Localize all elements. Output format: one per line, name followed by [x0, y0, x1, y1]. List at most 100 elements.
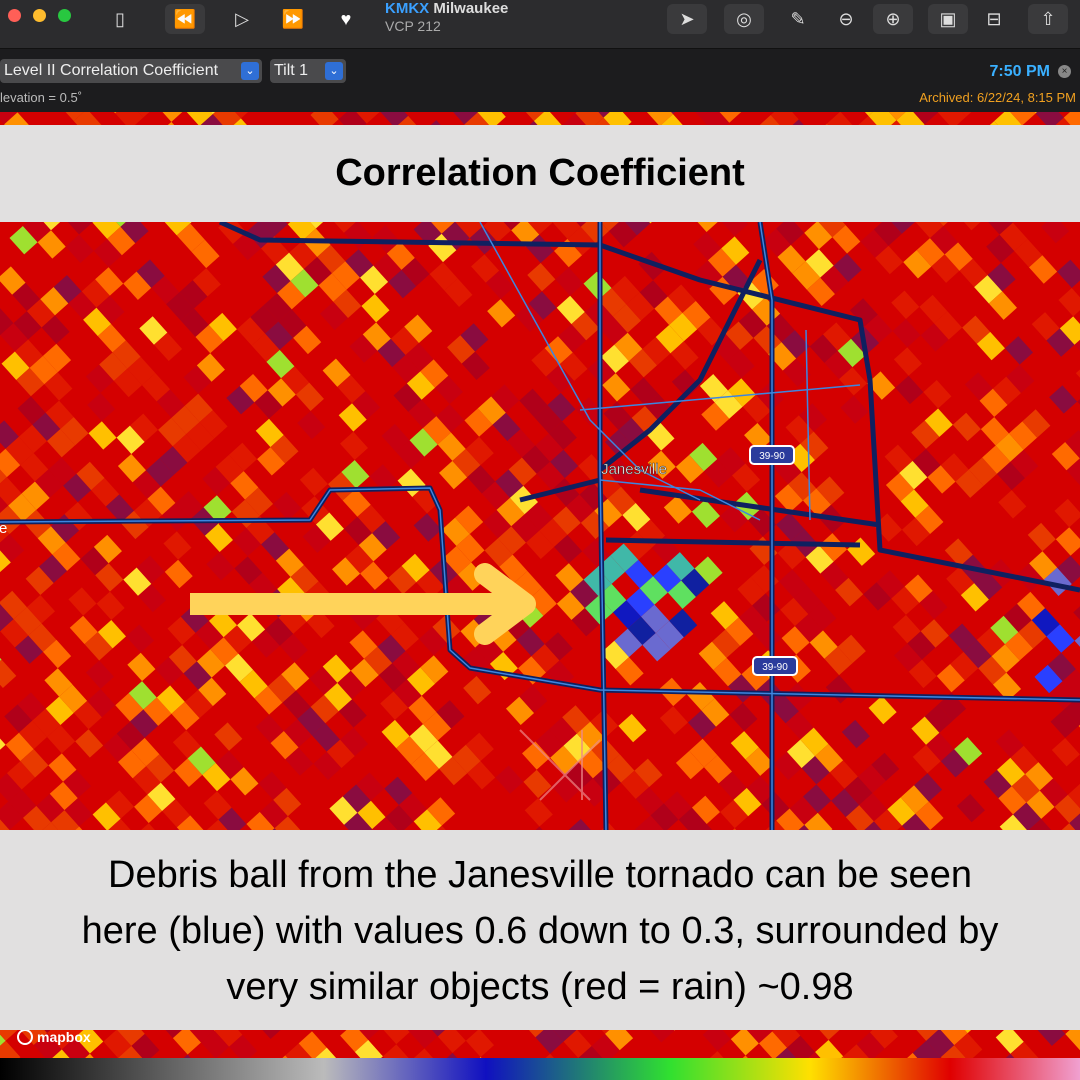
- radar-cell: [693, 232, 722, 261]
- radar-cell: [2, 379, 31, 409]
- radar-cell: [663, 791, 692, 820]
- radar-cell: [536, 757, 565, 787]
- draw-button[interactable]: ✎: [790, 9, 806, 29]
- radar-cell: [117, 749, 147, 779]
- arrow: [190, 563, 536, 645]
- radar-cell: [105, 790, 135, 819]
- radar-cell: [856, 1032, 885, 1058]
- radar-cell: [687, 710, 717, 739]
- radar-cell: [270, 435, 299, 464]
- radar-cell: [1061, 344, 1080, 374]
- radar-cell: [610, 543, 639, 572]
- play-button[interactable]: ▷: [235, 9, 249, 29]
- radar-cell: [843, 452, 872, 481]
- forward-button[interactable]: ⏩: [281, 9, 305, 29]
- favorite-button[interactable]: ♥: [340, 9, 352, 29]
- radar-cell: [503, 639, 532, 669]
- zoom-button[interactable]: [58, 9, 71, 22]
- radar-cell: [650, 507, 679, 536]
- radar-cell: [175, 786, 204, 816]
- radar-cell: [279, 633, 308, 663]
- radar-cell: [900, 489, 929, 518]
- radar-cell: [964, 372, 993, 401]
- radar-cell: [452, 744, 481, 774]
- radar-cell: [131, 1033, 160, 1058]
- radar-cell: [982, 445, 1011, 474]
- radar-cell: [816, 476, 845, 505]
- radar-cell: [670, 341, 699, 370]
- range-button[interactable]: ⊖: [838, 9, 854, 29]
- radar-cell: [206, 552, 235, 581]
- single-pane-button[interactable]: ▣: [928, 4, 968, 34]
- radar-cell: [678, 807, 707, 837]
- radar-cell: [512, 246, 541, 276]
- radar-cell: [116, 721, 145, 750]
- tilt-dropdown[interactable]: Tilt 1 ⌄: [270, 59, 346, 83]
- radar-cell: [511, 514, 540, 543]
- radar-cell: [52, 542, 81, 571]
- radar-cell: [633, 434, 662, 463]
- radar-cell: [28, 623, 57, 652]
- radar-cell: [626, 292, 655, 321]
- radar-cell: [971, 218, 1000, 247]
- radar-cell: [636, 223, 666, 252]
- radar-cell: [717, 447, 746, 476]
- radar-cell: [0, 801, 24, 830]
- radar-cell: [196, 353, 225, 382]
- minimize-button[interactable]: [33, 9, 46, 22]
- close-button[interactable]: [8, 9, 21, 22]
- radar-cell: [103, 733, 132, 762]
- radar-cell: [251, 629, 280, 658]
- product-dropdown[interactable]: Level II Correlation Coefficient ⌄: [0, 59, 262, 83]
- radar-cell: [72, 376, 101, 405]
- radar-cell: [362, 322, 391, 351]
- radar-cell: [195, 324, 224, 354]
- radar-cell: [155, 657, 184, 686]
- radar-cell: [345, 249, 374, 278]
- radar-cell: [166, 292, 195, 321]
- radar-cell: [87, 392, 116, 422]
- radar-cell: [354, 1039, 383, 1058]
- radar-cell: [202, 762, 231, 792]
- radar-cell: [899, 460, 928, 490]
- radar-cell: [639, 280, 668, 309]
- radar-cell: [575, 112, 604, 130]
- radar-cell: [996, 461, 1026, 491]
- radar-cell: [979, 112, 1008, 122]
- clear-button[interactable]: ×: [1058, 65, 1071, 78]
- radar-cell: [319, 301, 349, 331]
- radar-cell: [25, 566, 54, 596]
- track-button[interactable]: ◎: [724, 4, 764, 34]
- radar-cell: [773, 751, 802, 781]
- radar-cell: [849, 298, 878, 327]
- radar-cell: [18, 424, 48, 454]
- radar-cell: [388, 269, 417, 299]
- radar-cell: [1046, 328, 1075, 357]
- split-pane-button[interactable]: ⊟: [986, 9, 1002, 29]
- radar-cell: [232, 231, 262, 261]
- radar-cell: [1051, 1033, 1080, 1058]
- radar-cell: [158, 417, 187, 447]
- radar-cell: [199, 410, 228, 439]
- radar-cell: [820, 561, 849, 590]
- radar-cell: [28, 327, 57, 356]
- crosshair-button[interactable]: ⊕: [873, 4, 913, 34]
- location-button[interactable]: ➤: [667, 4, 707, 34]
- radar-cell: [226, 385, 255, 415]
- radar-cell: [562, 705, 591, 734]
- radar-cell: [353, 419, 382, 448]
- radar-cell: [337, 374, 366, 404]
- radar-cell: [815, 1039, 844, 1058]
- radar-cell: [42, 343, 72, 373]
- sidebar-button[interactable]: ▯: [115, 9, 125, 29]
- radar-cell: [1049, 385, 1078, 414]
- share-button[interactable]: ⇧: [1028, 4, 1068, 34]
- rewind-button[interactable]: ⏪: [165, 4, 205, 34]
- radar-cell: [398, 497, 427, 526]
- radar-cell: [373, 549, 402, 578]
- radar-cell: [412, 484, 441, 514]
- radar-cell: [694, 556, 723, 585]
- mapbox-logo: [17, 1029, 33, 1045]
- radar-cell: [1029, 255, 1058, 284]
- radar-cell: [761, 792, 790, 821]
